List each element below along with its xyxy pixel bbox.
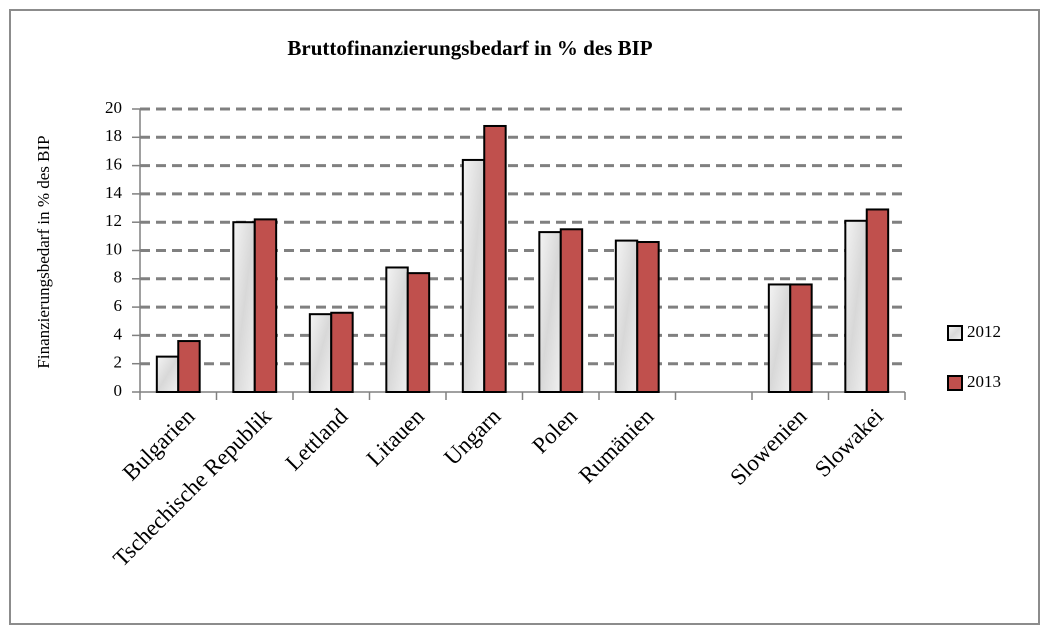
bar — [789, 283, 813, 393]
y-tick-label: 16 — [105, 155, 122, 174]
y-tick-label: 20 — [105, 98, 122, 117]
bar — [308, 313, 333, 393]
y-axis-label: Finanzierungsbedarf in % des BIP — [34, 135, 53, 368]
y-tick-label: 10 — [105, 239, 122, 258]
y-tick-label: 8 — [114, 268, 123, 287]
y-tick-label: 18 — [105, 126, 122, 145]
legend-swatch — [947, 325, 963, 341]
y-tick-label: 4 — [114, 324, 123, 343]
bar — [385, 266, 409, 394]
bar — [406, 272, 431, 394]
bar — [865, 208, 890, 393]
bar — [636, 241, 660, 393]
bar — [614, 239, 639, 393]
legend-label: 2012 — [967, 322, 1001, 341]
y-tick-label: 14 — [105, 183, 123, 202]
bar — [461, 158, 486, 393]
bar — [177, 340, 201, 393]
bar — [232, 221, 256, 393]
bar — [538, 231, 562, 393]
y-tick-label: 12 — [105, 211, 122, 230]
legend-label: 2013 — [967, 372, 1001, 391]
bar — [253, 218, 278, 393]
y-tick-label: 0 — [114, 381, 123, 400]
bar — [155, 355, 180, 393]
y-tick-label: 2 — [114, 353, 123, 372]
chart-title: Bruttofinanzierungsbedarf in % des BIP — [287, 36, 652, 60]
bar — [330, 311, 354, 394]
bar — [483, 124, 507, 393]
bar — [844, 219, 868, 393]
bar — [767, 283, 792, 393]
legend-swatch — [947, 375, 963, 391]
y-tick-label: 6 — [114, 296, 123, 315]
bar — [559, 228, 584, 393]
